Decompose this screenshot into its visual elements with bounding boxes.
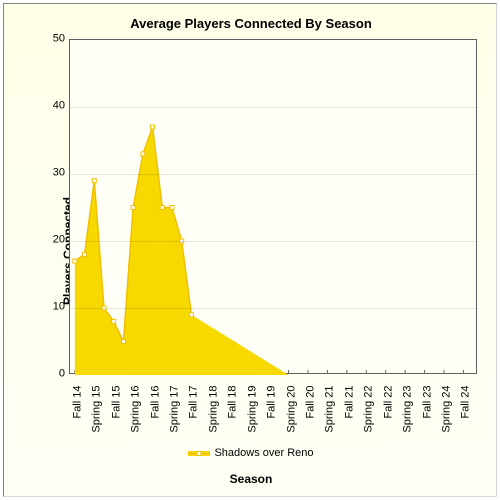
x-tick-label: Spring 15 xyxy=(92,386,103,433)
x-tick-label: Fall 16 xyxy=(150,386,161,419)
page-root: Average Players Connected By Season Play… xyxy=(0,0,500,500)
gridline xyxy=(71,174,477,175)
series-marker xyxy=(160,206,164,210)
chart-frame: Average Players Connected By Season Play… xyxy=(3,3,497,497)
series-marker xyxy=(170,206,174,210)
series-marker xyxy=(151,125,155,129)
legend: Shadows over Reno xyxy=(4,445,498,461)
plot-area xyxy=(69,39,477,374)
gridline xyxy=(71,107,477,108)
x-tick-label: Fall 23 xyxy=(422,386,433,419)
x-tick-label: Spring 18 xyxy=(208,386,219,433)
x-tick-label: Fall 14 xyxy=(72,386,83,419)
chart-svg xyxy=(70,40,478,375)
x-tick-label: Fall 19 xyxy=(267,386,278,419)
x-tick-label: Fall 17 xyxy=(189,386,200,419)
y-tick-label: 30 xyxy=(41,168,65,179)
x-tick-label: Spring 23 xyxy=(403,386,414,433)
y-tick-label: 50 xyxy=(41,34,65,45)
x-tick-label: Spring 22 xyxy=(364,386,375,433)
y-tick-label: 20 xyxy=(41,235,65,246)
y-tick-label: 40 xyxy=(41,101,65,112)
x-tick-label: Spring 16 xyxy=(131,386,142,433)
gridline xyxy=(71,308,477,309)
x-tick-label: Fall 21 xyxy=(344,386,355,419)
series-marker xyxy=(73,259,77,263)
series-marker xyxy=(83,252,87,256)
x-tick-label: Spring 17 xyxy=(170,386,181,433)
x-tick-label: Fall 20 xyxy=(306,386,317,419)
x-tick-label: Fall 15 xyxy=(111,386,122,419)
x-axis-label: Season xyxy=(4,472,498,486)
x-tick-label: Spring 19 xyxy=(247,386,258,433)
y-tick-label: 0 xyxy=(41,369,65,380)
series-marker xyxy=(131,206,135,210)
series-marker xyxy=(189,313,193,317)
x-tick-label: Fall 22 xyxy=(383,386,394,419)
x-tick-label: Spring 20 xyxy=(286,386,297,433)
legend-series-label: Shadows over Reno xyxy=(214,447,313,459)
x-tick-label: Spring 21 xyxy=(325,386,336,433)
x-tick-label: Fall 18 xyxy=(228,386,239,419)
series-marker xyxy=(92,179,96,183)
x-tick-label: Spring 24 xyxy=(442,386,453,433)
series-area xyxy=(75,127,289,375)
series-marker xyxy=(141,152,145,156)
x-tick-label: Fall 24 xyxy=(461,386,472,419)
series-marker xyxy=(112,319,116,323)
y-tick-label: 10 xyxy=(41,302,65,313)
legend-swatch xyxy=(188,449,210,458)
series-marker xyxy=(121,340,125,344)
gridline xyxy=(71,241,477,242)
